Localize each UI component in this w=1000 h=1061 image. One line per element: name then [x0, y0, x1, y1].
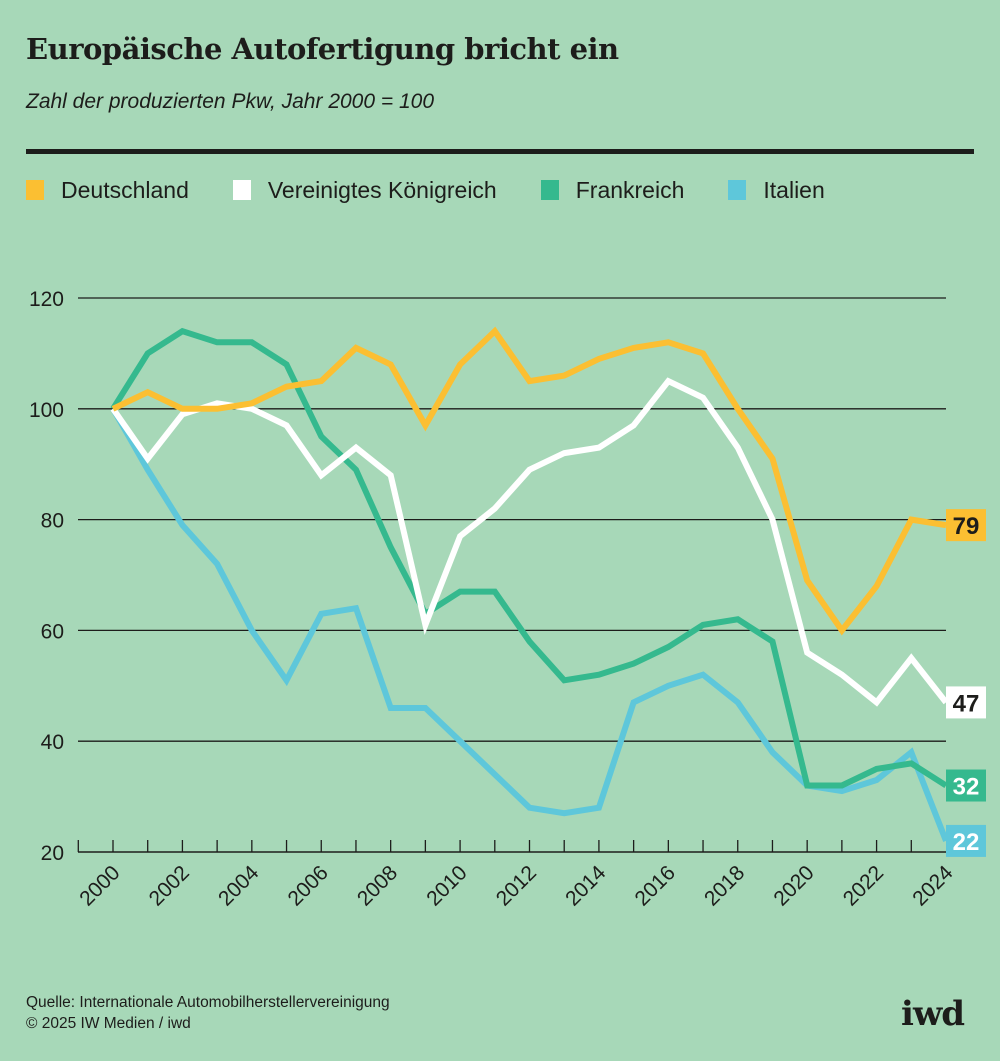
y-tick-label: 40: [41, 731, 64, 754]
y-tick-label: 20: [41, 842, 64, 865]
gridlines: [78, 297, 946, 742]
legend-label: Frankreich: [575, 176, 685, 203]
x-tick-label: 2024: [908, 861, 958, 911]
x-tick-label: 2014: [561, 861, 611, 911]
series-line-vereinigtes-k-nigreich: [110, 377, 949, 707]
copyright-note: © 2025 IW Medien / iwd: [26, 1015, 191, 1032]
legend-label: Deutschland: [61, 176, 189, 203]
legend-swatch-vereinigtes-koenigreich: [232, 180, 251, 200]
x-tick-label: 2018: [700, 861, 749, 910]
end-label-box: [946, 686, 986, 719]
x-tick-label: 2006: [283, 861, 332, 910]
series-line-deutschland: [111, 326, 947, 636]
end-label-deutschland: 79: [946, 509, 986, 542]
legend-swatch-frankreich: [540, 180, 559, 200]
legend-label: Vereinigtes Königreich: [267, 176, 497, 203]
end-label-box: [946, 824, 986, 857]
legend-item-italien: Italien: [728, 176, 825, 204]
end-label-value: 32: [953, 774, 980, 801]
end-label-box: [946, 509, 986, 542]
iwd-logo: iwd: [901, 994, 965, 1034]
legend-item-deutschland: Deutschland: [26, 177, 189, 204]
legend-swatch-deutschland: [26, 180, 44, 200]
x-tick-label: 2020: [769, 861, 818, 910]
y-tick-label: 120: [29, 288, 64, 311]
end-label-box: [946, 769, 986, 802]
y-tick-label: 80: [41, 510, 64, 533]
source-note: Quelle: Internationale Automobilherstell…: [26, 994, 390, 1011]
end-label-value: 79: [953, 513, 980, 540]
end-label-value: 22: [953, 829, 980, 856]
end-label-vereinigtes-k-nigreich: 47: [946, 686, 986, 719]
end-label-italien: 22: [946, 824, 986, 857]
x-tick-label: 2012: [492, 861, 541, 910]
y-tick-label: 60: [41, 620, 64, 643]
x-tick-label: 2004: [214, 861, 264, 911]
header-divider: [26, 149, 974, 154]
y-tick-label: 100: [29, 399, 64, 422]
x-axis: 2000 2002 2004 2006 2008 2010 2012 2014 2016 2018…: [75, 840, 958, 911]
y-axis: 20 40 60 80 100 120: [29, 288, 64, 865]
series-line-frankreich: [110, 327, 948, 789]
footer: Quelle: Internationale Automobilherstell…: [26, 992, 390, 1034]
series-lines: [110, 326, 949, 842]
legend-swatch-italien: [728, 180, 747, 200]
end-labels: 79 47 32 22: [946, 509, 986, 857]
chart-title: Europäische Autofertigung bricht ein: [26, 32, 619, 66]
legend-item-vereinigtes-koenigreich: Vereinigtes Königreich: [232, 176, 497, 204]
legend-label: Italien: [763, 176, 825, 203]
x-tick-label: 2022: [839, 861, 888, 910]
chart-subtitle: Zahl der produzierten Pkw, Jahr 2000 = 1…: [26, 90, 435, 113]
x-tick-label: 2000: [75, 861, 124, 910]
end-label-frankreich: 32: [946, 769, 986, 802]
x-tick-label: 2010: [422, 861, 471, 910]
legend-item-frankreich: Frankreich: [540, 176, 685, 204]
legend: Deutschland Vereinigtes Königreich Frank…: [26, 175, 869, 205]
x-tick-label: 2002: [145, 861, 194, 910]
x-tick-label: 2008: [353, 861, 402, 910]
end-label-value: 47: [953, 690, 980, 717]
x-tick-label: 2016: [631, 861, 680, 910]
